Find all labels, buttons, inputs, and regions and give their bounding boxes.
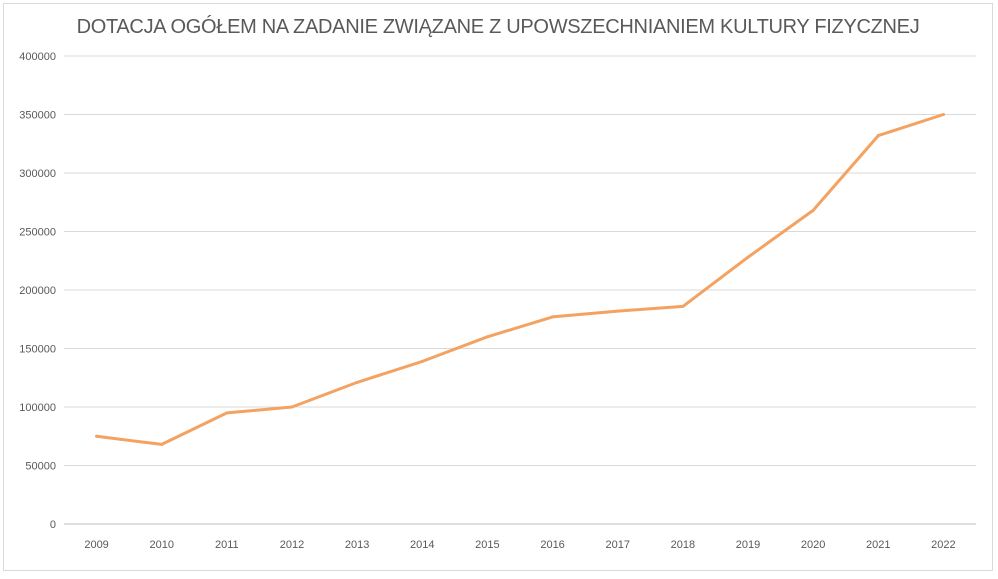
data-point [160,442,164,446]
y-tick-label: 50000 [25,461,56,473]
data-point [485,335,489,339]
x-tick-label: 2022 [931,539,955,551]
x-tick-label: 2012 [280,539,304,551]
y-tick-label: 250000 [19,227,56,239]
y-tick-label: 0 [50,519,56,531]
y-tick-label: 150000 [19,344,56,356]
data-point [355,380,359,384]
data-point [551,315,555,319]
x-tick-label: 2016 [540,539,564,551]
data-point [420,359,424,363]
chart-title: DOTACJA OGÓŁEM NA ZADANIE ZWIĄZANE Z UPO… [76,16,920,38]
x-tick-label: 2014 [410,539,434,551]
x-tick-label: 2015 [475,539,499,551]
y-tick-label: 100000 [19,402,56,414]
data-point [876,134,880,138]
data-point [290,405,294,409]
x-tick-label: 2010 [149,539,173,551]
x-tick-label: 2017 [605,539,629,551]
data-point [941,113,945,116]
data-point [95,434,99,438]
data-point [811,208,815,212]
data-point [746,255,750,259]
x-tick-label: 2018 [671,539,695,551]
x-tick-label: 2013 [345,539,369,551]
x-tick-label: 2019 [736,539,760,551]
y-tick-label: 200000 [19,285,56,297]
data-point [616,309,620,313]
line-chart: 0 50000 100000 150000 200000 250000 300000 3500… [19,51,976,551]
chart-frame: DOTACJA OGÓŁEM NA ZADANIE ZWIĄZANE Z UPO… [3,3,993,571]
series-line [95,113,945,446]
y-tick-label: 350000 [19,110,56,122]
y-tick-label: 400000 [19,51,56,63]
y-tick-label: 300000 [19,168,56,180]
x-tick-label: 2021 [866,539,890,551]
x-tick-label: 2011 [215,539,239,551]
x-tick-label: 2009 [84,539,108,551]
x-tick-label: 2020 [801,539,825,551]
data-point [225,411,229,415]
data-point [681,304,685,308]
